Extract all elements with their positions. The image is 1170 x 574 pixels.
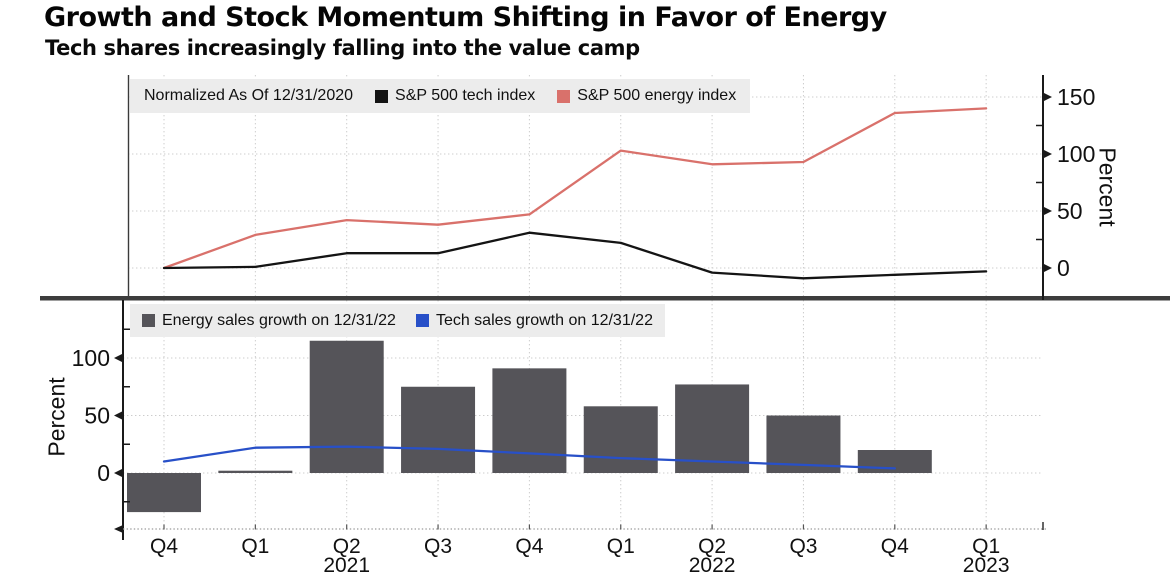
top-y-major-tick xyxy=(1043,206,1052,216)
energy-index-line xyxy=(162,107,988,270)
x-tick-label: Q3 xyxy=(789,535,817,558)
x-tick-label: Q2 xyxy=(698,535,726,558)
chart-title: Growth and Stock Momentum Shifting in Fa… xyxy=(44,2,887,33)
energy-sales-bar xyxy=(309,340,384,473)
bottom-y-tick-label: 50 xyxy=(84,403,110,429)
energy-sales-swatch xyxy=(142,314,155,327)
bottom-y-axis-title: Percent xyxy=(43,377,70,457)
bottom-y-major-tick xyxy=(114,411,123,420)
x-tick-label: Q4 xyxy=(515,535,543,558)
top-y-tick-label: 100 xyxy=(1057,141,1095,167)
x-tick-label: Q4 xyxy=(150,535,178,558)
tech-sales-swatch xyxy=(415,314,429,327)
legend-item-energy-index: S&P 500 energy index xyxy=(557,87,736,105)
legend-label-energy-index: S&P 500 energy index xyxy=(577,87,737,104)
energy-sales-bar xyxy=(401,386,476,473)
energy-sales-bar xyxy=(127,473,201,513)
top-y-tick-label: 0 xyxy=(1057,255,1070,281)
bottom-y-major-tick xyxy=(114,353,123,363)
x-year-label: 2022 xyxy=(689,554,736,574)
energy-sales-bar xyxy=(857,450,932,473)
top-y-tick-label: 150 xyxy=(1057,84,1095,110)
energy-sales-bar xyxy=(218,470,293,473)
x-tick-label: Q4 xyxy=(881,535,909,558)
top-y-major-tick xyxy=(1043,263,1052,273)
energy-sales-bar xyxy=(583,406,658,473)
x-year-label: 2021 xyxy=(323,554,370,574)
x-axis-start-arrow xyxy=(114,525,123,533)
legend-label-tech-index: S&P 500 tech index xyxy=(395,87,536,104)
bottom-y-tick-label: 100 xyxy=(72,345,110,371)
legend-label-energy-sales: Energy sales growth on 12/31/22 xyxy=(162,311,396,329)
bottom-y-tick-label: 0 xyxy=(97,460,110,486)
x-tick-label: Q3 xyxy=(424,535,452,558)
tech-sales-line xyxy=(162,445,896,470)
x-tick-label: Q1 xyxy=(972,535,1000,558)
top-y-major-tick xyxy=(1043,92,1052,102)
x-tick-label: Q1 xyxy=(607,535,635,558)
top-y-tick-label: 50 xyxy=(1057,198,1083,224)
energy-sales-bar xyxy=(492,368,567,473)
legend-item-energy-sales: Energy sales growth on 12/31/22 xyxy=(142,312,396,330)
top-y-axis-title: Percent xyxy=(1094,147,1121,227)
legend-label-tech-sales: Tech sales growth on 12/31/22 xyxy=(435,311,653,329)
bottom-legend: Energy sales growth on 12/31/22 Tech sal… xyxy=(130,304,665,337)
tech-index-swatch xyxy=(375,89,389,103)
energy-sales-bar xyxy=(675,384,750,473)
legend-note: Normalized As Of 12/31/2020 xyxy=(144,87,354,104)
x-tick-label: Q2 xyxy=(333,535,361,558)
tech-index-line xyxy=(162,231,988,280)
bottom-y-major-tick xyxy=(114,468,123,478)
chart-subtitle: Tech shares increasingly falling into th… xyxy=(45,36,640,60)
top-legend: Normalized As Of 12/31/2020 S&P 500 tech… xyxy=(130,79,751,113)
panel-divider xyxy=(40,296,1170,301)
legend-item-tech-index: S&P 500 tech index xyxy=(375,87,535,105)
energy-index-swatch xyxy=(557,89,571,103)
x-tick-label: Q1 xyxy=(241,535,269,558)
top-y-major-tick xyxy=(1043,149,1052,159)
x-year-label: 2023 xyxy=(963,554,1010,574)
legend-item-tech-sales: Tech sales growth on 12/31/22 xyxy=(415,311,653,330)
